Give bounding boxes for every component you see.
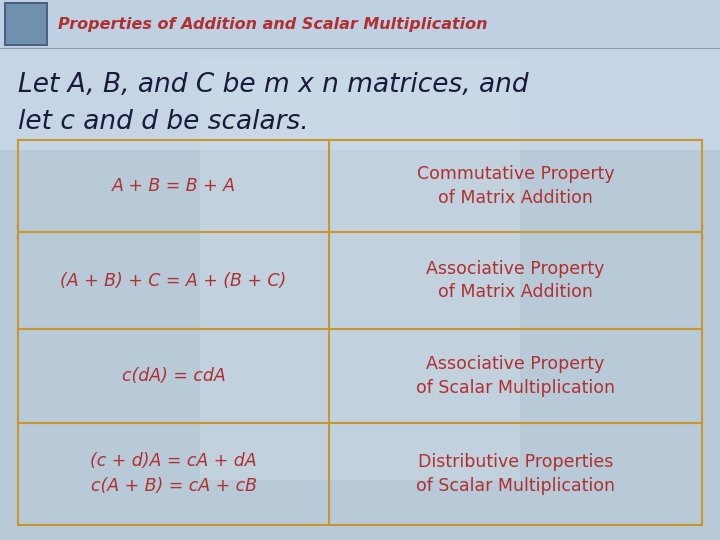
- Text: A + B = B + A: A + B = B + A: [112, 177, 235, 195]
- Bar: [200, 60, 520, 480]
- Text: (A + B) + C = A + (B + C): (A + B) + C = A + (B + C): [60, 272, 287, 289]
- Text: Associative Property
of Matrix Addition: Associative Property of Matrix Addition: [426, 260, 605, 301]
- Bar: [4, 2, 48, 46]
- Bar: [0, 0, 720, 48]
- Text: Distributive Properties
of Scalar Multiplication: Distributive Properties of Scalar Multip…: [416, 453, 615, 495]
- Text: Commutative Property
of Matrix Addition: Commutative Property of Matrix Addition: [417, 165, 614, 207]
- Text: (c + d)A = cA + dA
c(A + B) = cA + cB: (c + d)A = cA + dA c(A + B) = cA + cB: [90, 453, 257, 496]
- Bar: [0, 0, 720, 150]
- Text: Associative Property
of Scalar Multiplication: Associative Property of Scalar Multiplic…: [416, 355, 615, 396]
- Text: Let A, B, and C be m x n matrices, and: Let A, B, and C be m x n matrices, and: [18, 72, 528, 98]
- Text: Properties of Addition and Scalar Multiplication: Properties of Addition and Scalar Multip…: [58, 17, 487, 31]
- Bar: [18, 140, 702, 525]
- Text: let c and d be scalars.: let c and d be scalars.: [18, 109, 309, 135]
- Text: c(dA) = cdA: c(dA) = cdA: [122, 367, 225, 385]
- Bar: [6, 4, 46, 44]
